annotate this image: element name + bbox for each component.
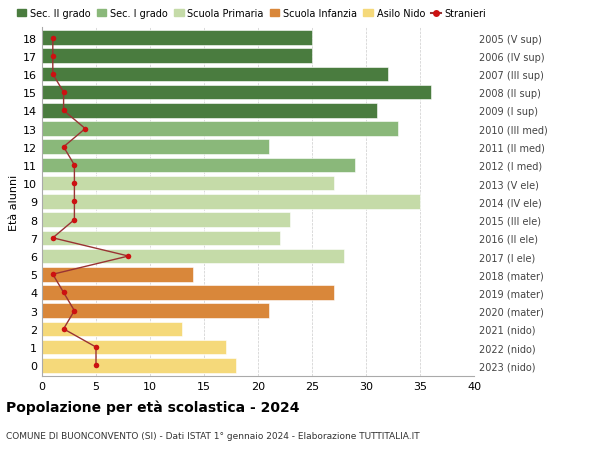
Y-axis label: Età alunni: Età alunni [9, 174, 19, 230]
Bar [42, 122, 398, 137]
Bar [42, 50, 312, 64]
Bar [42, 322, 182, 336]
Bar [42, 31, 312, 46]
Bar [42, 267, 193, 282]
Bar [42, 285, 334, 300]
Bar [42, 67, 388, 82]
Legend: Sec. II grado, Sec. I grado, Scuola Primaria, Scuola Infanzia, Asilo Nido, Stran: Sec. II grado, Sec. I grado, Scuola Prim… [17, 9, 487, 19]
Bar [42, 231, 280, 246]
Bar [42, 213, 290, 227]
Bar [42, 340, 226, 354]
Text: COMUNE DI BUONCONVENTO (SI) - Dati ISTAT 1° gennaio 2024 - Elaborazione TUTTITAL: COMUNE DI BUONCONVENTO (SI) - Dati ISTAT… [6, 431, 419, 441]
Bar [42, 86, 431, 100]
Bar [42, 177, 334, 191]
Bar [42, 249, 344, 264]
Bar [42, 195, 420, 209]
Bar [42, 140, 269, 155]
Bar [42, 104, 377, 118]
Text: Popolazione per età scolastica - 2024: Popolazione per età scolastica - 2024 [6, 399, 299, 414]
Bar [42, 304, 269, 318]
Bar [42, 158, 355, 173]
Bar [42, 358, 236, 373]
